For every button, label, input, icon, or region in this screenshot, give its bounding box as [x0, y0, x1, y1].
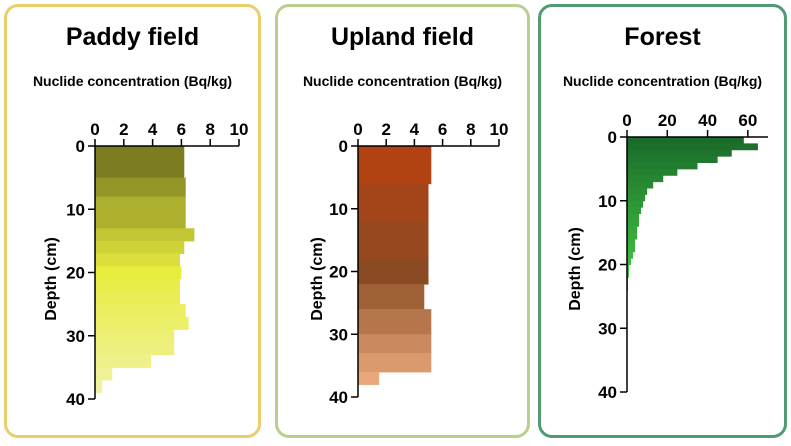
depth-bar: [627, 239, 636, 246]
depth-bar: [627, 194, 646, 202]
x-tick-label: 2: [119, 120, 128, 139]
depth-bar: [95, 367, 113, 381]
y-axis-label: Depth (cm): [309, 237, 326, 321]
y-tick-label: 10: [598, 192, 617, 211]
x-tick-label: 4: [410, 120, 420, 139]
depth-bar: [627, 258, 632, 265]
y-axis-label: Depth (cm): [567, 227, 584, 311]
depth-bar: [95, 146, 185, 179]
depth-bar: [95, 354, 152, 368]
y-tick-label: 20: [598, 256, 617, 275]
depth-bar: [627, 226, 638, 234]
bars: [627, 137, 758, 291]
y-tick-label: 10: [66, 200, 85, 219]
depth-bar: [627, 188, 648, 195]
y-axis-label: Depth (cm): [43, 237, 60, 321]
depth-bar: [95, 278, 180, 292]
depth-bar: [627, 175, 664, 183]
y-tick-label: 10: [329, 200, 348, 219]
depth-bar: [627, 149, 732, 157]
chart-title: Paddy field: [65, 23, 200, 51]
x-tick-label: 0: [90, 120, 99, 139]
depth-bar: [627, 219, 640, 227]
x-tick-label: 0: [622, 111, 631, 130]
y-tick-label: 0: [76, 137, 85, 156]
x-tick-label: 6: [177, 120, 186, 139]
x-tick-label: 8: [205, 120, 214, 139]
depth-bar: [358, 258, 429, 285]
x-tick-label: 40: [698, 111, 717, 130]
depth-bar: [627, 213, 640, 221]
depth-bar: [95, 253, 180, 267]
depth-bar: [627, 143, 758, 151]
x-tick-label: 0: [353, 120, 362, 139]
forest-chart: Depth (cm) 0 20 40 60 0 10 20 30 40: [567, 111, 768, 402]
depth-bar: [358, 183, 429, 222]
depth-bar: [358, 309, 432, 335]
y-tick-label: 40: [66, 390, 85, 409]
depth-bar: [627, 162, 698, 170]
x-axis-label: Nuclide concentration (Bq/kg): [562, 73, 763, 89]
depth-bar: [95, 291, 180, 305]
depth-bar: [627, 245, 636, 253]
depth-bar: [627, 200, 644, 208]
y-tick-label: 40: [598, 383, 617, 402]
depth-bar: [95, 196, 186, 229]
y-tick-label: 40: [329, 388, 348, 407]
depth-bar: [627, 251, 634, 259]
depth-bar: [95, 240, 185, 255]
depth-bar: [358, 334, 432, 354]
upland-field-panel: Upland field Nuclide concentration (Bq/k…: [275, 4, 530, 438]
x-tick-label: 10: [230, 120, 249, 139]
depth-bar: [627, 137, 744, 144]
y-tick-label: 20: [329, 263, 348, 282]
x-tick-label: 20: [658, 111, 677, 130]
bars: [358, 146, 432, 385]
y-tick-label: 30: [598, 319, 617, 338]
paddy-field-chart: Depth (cm) 0 2 4 6 8 10 0 10 20 30 40: [43, 120, 249, 409]
x-axis-label: Nuclide concentration (Bq/kg): [32, 73, 233, 89]
depth-bar: [358, 146, 432, 185]
y-tick-label: 20: [66, 264, 85, 283]
y-tick-label: 30: [329, 325, 348, 344]
depth-bar: [95, 266, 182, 280]
chart-title: Forest: [624, 23, 701, 51]
depth-bar: [627, 264, 630, 278]
depth-bar: [627, 168, 678, 176]
depth-bar: [358, 221, 429, 260]
depth-bar: [627, 207, 642, 214]
x-tick-label: 2: [381, 120, 390, 139]
depth-bar: [358, 284, 425, 310]
x-tick-label: 8: [466, 120, 475, 139]
y-tick-label: 0: [339, 137, 348, 156]
forest-panel: Forest Nuclide concentration (Bq/kg) Dep…: [538, 4, 787, 438]
y-tick-label: 0: [608, 128, 617, 147]
y-tick-label: 30: [66, 327, 85, 346]
depth-bar: [95, 304, 186, 318]
x-tick-label: 6: [438, 120, 447, 139]
x-tick-label: 4: [148, 120, 158, 139]
depth-bar: [627, 156, 718, 163]
depth-bar: [95, 316, 189, 330]
depth-bar: [95, 228, 195, 242]
depth-bar: [627, 232, 638, 240]
paddy-field-panel: Paddy field Nuclide concentration (Bq/kg…: [4, 4, 261, 438]
x-axis-label: Nuclide concentration (Bq/kg): [302, 73, 503, 89]
depth-bar: [95, 177, 186, 198]
depth-bar: [627, 181, 654, 189]
depth-bar: [95, 342, 175, 356]
chart-title: Upland field: [330, 23, 475, 51]
x-tick-label: 10: [490, 120, 509, 139]
x-tick-label: 60: [738, 111, 757, 130]
bars: [95, 146, 195, 394]
depth-bar: [358, 371, 380, 385]
depth-bar: [95, 380, 103, 394]
depth-bar: [95, 329, 175, 343]
depth-bar: [358, 353, 432, 373]
